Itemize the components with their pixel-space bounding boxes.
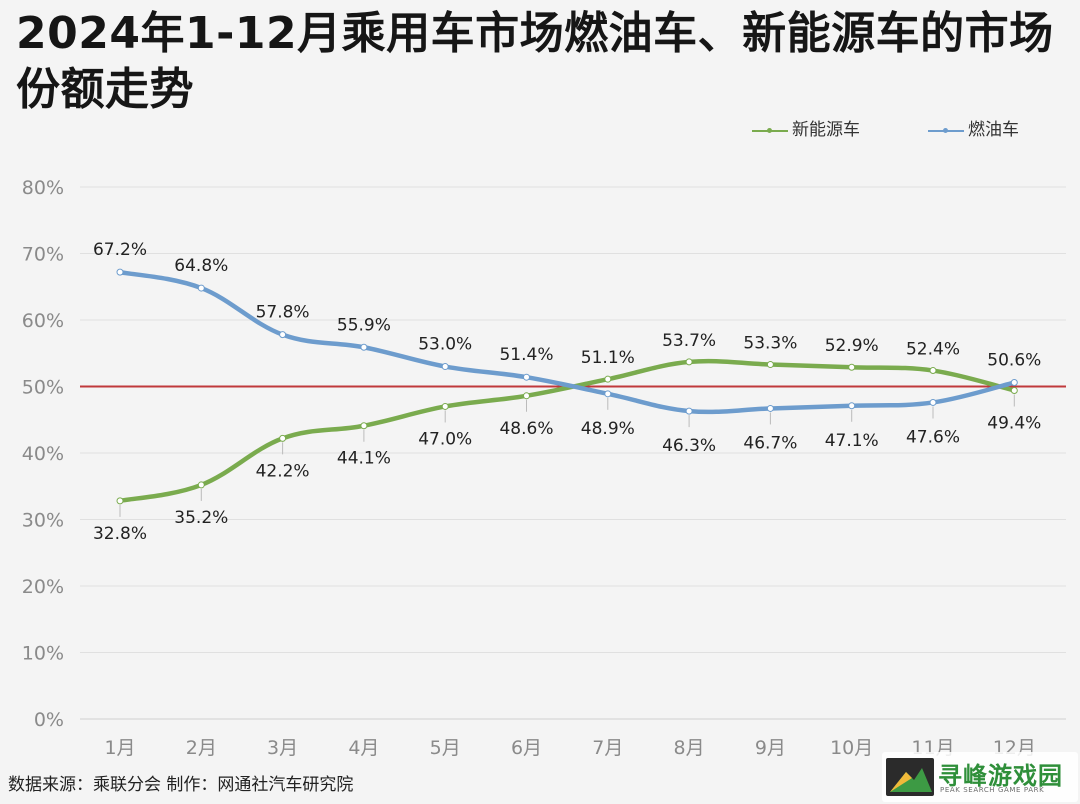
- watermark: 寻峰游戏园 PEAK SEARCH GAME PARK: [882, 752, 1078, 802]
- data-point: [441, 402, 449, 410]
- x-tick-label: 6月: [511, 737, 542, 759]
- data-label-ice: 47.1%: [825, 431, 879, 451]
- data-point: [1010, 386, 1018, 394]
- x-tick-label: 2月: [186, 737, 217, 759]
- data-label-ice: 55.9%: [337, 315, 391, 335]
- legend-swatch-nev: [752, 128, 788, 133]
- x-tick-label: 10月: [830, 737, 873, 759]
- data-point: [523, 392, 530, 400]
- x-tick-label: 9月: [755, 737, 786, 759]
- data-point: [197, 284, 205, 292]
- data-label-nev: 35.2%: [174, 508, 228, 528]
- data-label-ice: 67.2%: [93, 240, 147, 260]
- data-point: [685, 407, 693, 415]
- data-point: [848, 363, 856, 371]
- data-label-ice: 46.7%: [743, 433, 797, 453]
- watermark-subtitle: PEAK SEARCH GAME PARK: [940, 786, 1045, 794]
- x-tick-label: 3月: [267, 737, 298, 759]
- watermark-title: 寻峰游戏园: [938, 762, 1063, 790]
- y-tick-label: 10%: [22, 643, 64, 665]
- series-line-0: [117, 358, 1017, 504]
- data-point: [766, 361, 774, 369]
- data-point: [523, 373, 530, 381]
- y-tick-label: 0%: [34, 709, 64, 731]
- y-tick-label: 40%: [22, 443, 64, 465]
- y-tick-label: 50%: [22, 377, 64, 399]
- data-point: [116, 268, 124, 276]
- legend: 新能源车 燃油车: [752, 118, 1052, 142]
- mountain-logo-icon: [886, 758, 934, 796]
- data-label-nev: 47.0%: [418, 429, 472, 449]
- data-label-nev: 51.1%: [581, 348, 635, 368]
- data-point: [604, 390, 612, 398]
- data-label-nev: 52.4%: [906, 340, 960, 360]
- data-label-nev: 53.7%: [662, 331, 716, 351]
- data-point: [929, 398, 937, 406]
- legend-label-ice: 燃油车: [968, 120, 1019, 140]
- y-tick-label: 70%: [22, 244, 64, 266]
- data-point: [685, 358, 693, 366]
- y-tick-label: 80%: [22, 177, 64, 199]
- data-label-ice: 57.8%: [256, 303, 310, 323]
- data-label-ice: 50.6%: [987, 351, 1041, 371]
- data-label-nev: 49.4%: [987, 413, 1041, 433]
- series-line-1: [117, 269, 1017, 415]
- data-point: [848, 402, 856, 410]
- data-label-ice: 46.3%: [662, 436, 716, 456]
- x-tick-label: 4月: [348, 737, 379, 759]
- legend-label-nev: 新能源车: [792, 120, 860, 140]
- legend-swatch-ice: [928, 128, 964, 133]
- data-point: [441, 363, 449, 371]
- y-tick-label: 60%: [22, 310, 64, 332]
- data-point: [197, 481, 205, 489]
- data-point: [1010, 379, 1018, 387]
- data-point: [116, 497, 124, 505]
- data-label-ice: 53.0%: [418, 335, 472, 355]
- x-tick-label: 1月: [104, 737, 135, 759]
- data-label-ice: 64.8%: [174, 256, 228, 276]
- data-label-ice: 48.9%: [581, 419, 635, 439]
- data-point: [929, 367, 937, 375]
- data-label-ice: 47.6%: [906, 427, 960, 447]
- data-label-nev: 52.9%: [825, 336, 879, 356]
- source-footer: 数据来源：乘联分会 制作：网通社汽车研究院: [8, 775, 354, 795]
- data-label-nev: 32.8%: [93, 524, 147, 544]
- y-tick-label: 30%: [22, 510, 64, 532]
- data-point: [279, 434, 287, 442]
- data-point: [279, 331, 287, 339]
- y-tick-label: 20%: [22, 576, 64, 598]
- data-point: [604, 375, 612, 383]
- data-label-ice: 51.4%: [499, 345, 553, 365]
- x-tick-label: 8月: [674, 737, 705, 759]
- data-point: [360, 422, 368, 430]
- x-tick-label: 7月: [592, 737, 623, 759]
- data-label-nev: 42.2%: [256, 461, 310, 481]
- data-label-nev: 44.1%: [337, 449, 391, 469]
- data-label-nev: 53.3%: [743, 334, 797, 354]
- chart-title: 2024年1-12月乘用车市场燃油车、新能源车的市场份额走势: [16, 8, 1054, 115]
- data-point: [360, 343, 368, 351]
- data-label-nev: 48.6%: [499, 419, 553, 439]
- data-point: [766, 404, 774, 412]
- x-tick-label: 5月: [430, 737, 461, 759]
